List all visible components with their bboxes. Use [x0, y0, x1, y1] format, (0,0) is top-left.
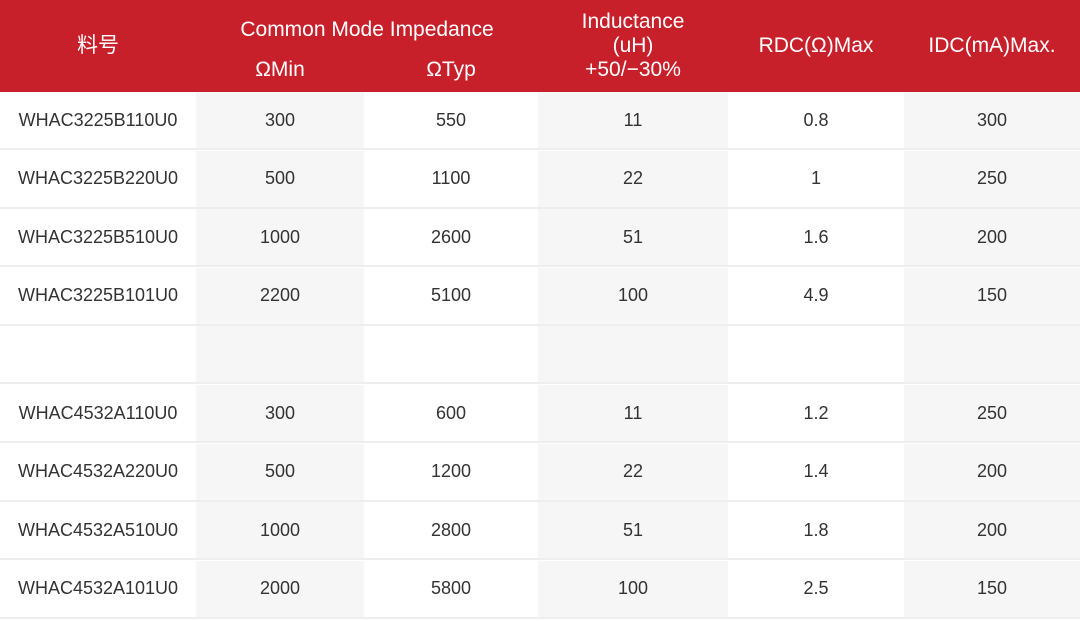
- cell-rdc: 4.9: [728, 267, 904, 324]
- cell-impedance-min: 2200: [196, 267, 364, 324]
- cell-inductance: 22: [538, 443, 728, 500]
- row-divider: [0, 206, 1080, 209]
- cell-part-no: WHAC3225B110U0: [0, 92, 196, 148]
- cell-idc: 250: [904, 150, 1080, 207]
- cell-impedance-typ: 5100: [364, 267, 538, 324]
- cell-inductance: 100: [538, 267, 728, 324]
- header-impedance-group-label: Common Mode Impedance: [240, 18, 494, 41]
- cell-inductance: 51: [538, 209, 728, 266]
- cell-inductance: 22: [538, 150, 728, 207]
- header-inductance-line2: (uH): [612, 34, 654, 57]
- row-divider: [0, 265, 1080, 268]
- cell-inductance: 51: [538, 502, 728, 559]
- header-impedance-min: ΩMin: [196, 54, 364, 86]
- table-row: WHAC4532A510U0 1000 2800 51 1.8 200: [0, 502, 1080, 561]
- header-impedance-typ: ΩTyp: [364, 54, 538, 86]
- cell-part-no: WHAC4532A101U0: [0, 560, 196, 617]
- table-row: WHAC3225B220U0 500 1100 22 1 250: [0, 150, 1080, 209]
- table-row: [0, 326, 1080, 385]
- cell-inductance: 11: [538, 92, 728, 148]
- cell-impedance-min: 2000: [196, 560, 364, 617]
- cell-impedance-min: 500: [196, 150, 364, 207]
- cell-part-no: WHAC4532A220U0: [0, 443, 196, 500]
- cell-part-no: WHAC3225B220U0: [0, 150, 196, 207]
- table-row: WHAC3225B510U0 1000 2600 51 1.6 200: [0, 209, 1080, 268]
- header-inductance-line3: +50/−30%: [585, 58, 681, 81]
- cell-idc: 200: [904, 443, 1080, 500]
- cell-impedance-min: 300: [196, 385, 364, 441]
- cell-idc: 200: [904, 209, 1080, 266]
- table-row: WHAC4532A101U0 2000 5800 100 2.5 150: [0, 560, 1080, 619]
- cell-rdc: 2.5: [728, 560, 904, 617]
- table-row: WHAC4532A220U0 500 1200 22 1.4 200: [0, 443, 1080, 502]
- header-inductance: Inductance (uH) +50/−30%: [538, 0, 728, 92]
- cell-rdc: 1.4: [728, 443, 904, 500]
- cell-impedance-typ: 600: [364, 385, 538, 441]
- row-divider: [0, 148, 1080, 150]
- row-divider: [0, 499, 1080, 502]
- header-impedance-group: Common Mode Impedance: [196, 14, 538, 46]
- cell-rdc: 1.6: [728, 209, 904, 266]
- cell-rdc: 1.2: [728, 385, 904, 441]
- cell-impedance-min: 1000: [196, 209, 364, 266]
- cell-rdc: [728, 326, 904, 383]
- header-part-no-label: 料号: [77, 34, 119, 57]
- cell-idc: 200: [904, 502, 1080, 559]
- row-divider: [0, 616, 1080, 619]
- cell-inductance: [538, 326, 728, 383]
- cell-impedance-typ: 1100: [364, 150, 538, 207]
- header-part-no: 料号: [0, 0, 196, 92]
- cell-part-no: WHAC3225B101U0: [0, 267, 196, 324]
- cell-rdc: 1.8: [728, 502, 904, 559]
- row-divider: [0, 323, 1080, 326]
- cell-idc: 300: [904, 92, 1080, 148]
- header-rdc: RDC(Ω)Max: [728, 0, 904, 92]
- cell-impedance-typ: 1200: [364, 443, 538, 500]
- header-idc: IDC(mA)Max.: [904, 0, 1080, 92]
- cell-impedance-typ: 5800: [364, 560, 538, 617]
- cell-idc: 250: [904, 385, 1080, 441]
- header-idc-label: IDC(mA)Max.: [928, 34, 1056, 57]
- cell-idc: [904, 326, 1080, 383]
- cell-impedance-min: 300: [196, 92, 364, 148]
- cell-impedance-min: [196, 326, 364, 383]
- cell-rdc: 0.8: [728, 92, 904, 148]
- cell-part-no: WHAC4532A510U0: [0, 502, 196, 559]
- cell-inductance: 100: [538, 560, 728, 617]
- table-header: 料号 Common Mode Impedance ΩMin ΩTyp Induc…: [0, 0, 1080, 92]
- cell-part-no: [0, 326, 196, 383]
- cell-inductance: 11: [538, 385, 728, 441]
- table-row: WHAC4532A110U0 300 600 11 1.2 250: [0, 385, 1080, 443]
- cell-impedance-min: 1000: [196, 502, 364, 559]
- cell-idc: 150: [904, 560, 1080, 617]
- cell-idc: 150: [904, 267, 1080, 324]
- cell-rdc: 1: [728, 150, 904, 207]
- table-row: WHAC3225B110U0 300 550 11 0.8 300: [0, 92, 1080, 150]
- header-impedance-min-label: ΩMin: [255, 58, 305, 81]
- row-divider: [0, 558, 1080, 561]
- cell-impedance-typ: [364, 326, 538, 383]
- cell-impedance-min: 500: [196, 443, 364, 500]
- cell-part-no: WHAC4532A110U0: [0, 385, 196, 441]
- header-impedance-typ-label: ΩTyp: [426, 58, 476, 81]
- cell-impedance-typ: 550: [364, 92, 538, 148]
- row-divider: [0, 382, 1080, 385]
- cell-impedance-typ: 2600: [364, 209, 538, 266]
- header-rdc-label: RDC(Ω)Max: [758, 34, 874, 57]
- cell-impedance-typ: 2800: [364, 502, 538, 559]
- row-divider: [0, 441, 1080, 443]
- cell-part-no: WHAC3225B510U0: [0, 209, 196, 266]
- header-inductance-line1: Inductance: [581, 10, 685, 33]
- table-row: WHAC3225B101U0 2200 5100 100 4.9 150: [0, 267, 1080, 326]
